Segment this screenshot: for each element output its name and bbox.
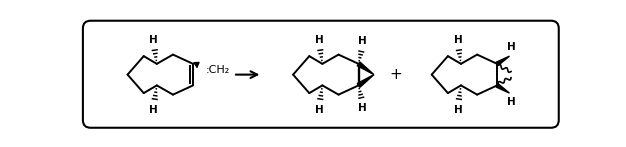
Text: H: H	[453, 35, 462, 45]
Text: H: H	[150, 105, 158, 115]
Polygon shape	[357, 75, 374, 87]
Text: H: H	[150, 35, 158, 45]
Text: H: H	[453, 105, 462, 115]
Text: H: H	[508, 42, 516, 52]
Polygon shape	[496, 56, 510, 65]
FancyArrowPatch shape	[194, 62, 199, 67]
FancyBboxPatch shape	[83, 21, 559, 128]
Text: +: +	[389, 67, 402, 82]
Text: :CH₂: :CH₂	[205, 65, 230, 75]
Text: H: H	[358, 103, 367, 113]
Polygon shape	[496, 84, 510, 93]
Text: H: H	[315, 105, 324, 115]
Text: H: H	[315, 35, 324, 45]
Text: H: H	[508, 97, 516, 107]
Polygon shape	[357, 62, 374, 75]
Text: H: H	[358, 36, 367, 46]
